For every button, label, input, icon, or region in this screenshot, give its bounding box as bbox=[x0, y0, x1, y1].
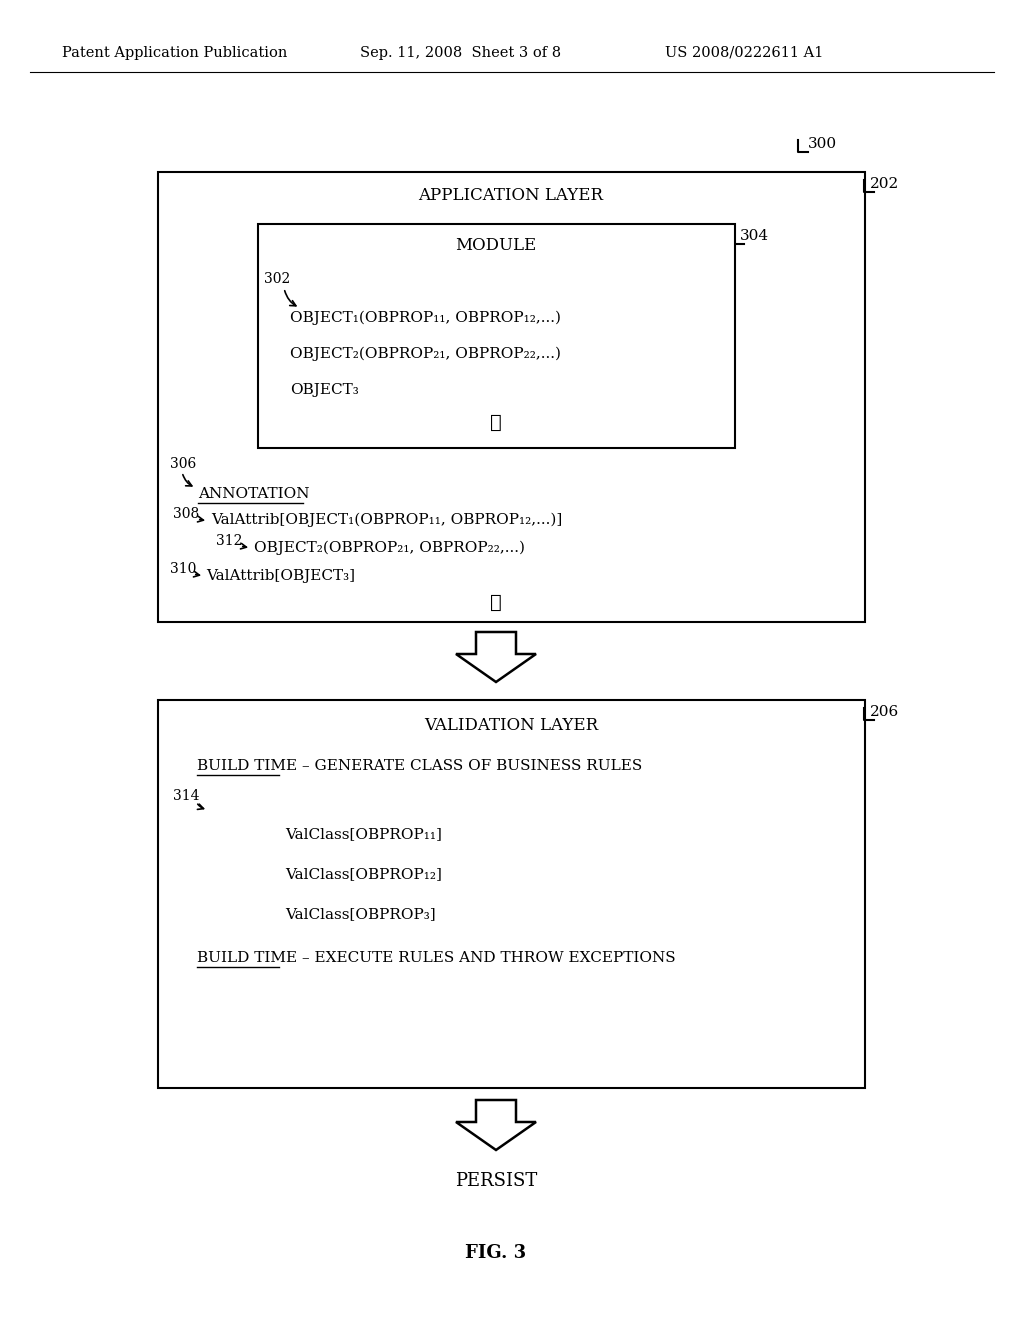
Text: BUILD TIME – EXECUTE RULES AND THROW EXCEPTIONS: BUILD TIME – EXECUTE RULES AND THROW EXC… bbox=[197, 950, 676, 965]
Text: Patent Application Publication: Patent Application Publication bbox=[62, 46, 288, 59]
Text: 206: 206 bbox=[870, 705, 899, 719]
Text: ANNOTATION: ANNOTATION bbox=[198, 487, 309, 502]
Text: FIG. 3: FIG. 3 bbox=[466, 1243, 526, 1262]
Text: ValClass[OBPROP₁₂]: ValClass[OBPROP₁₂] bbox=[285, 867, 442, 880]
Bar bbox=[158, 172, 865, 622]
Text: 312: 312 bbox=[216, 535, 243, 548]
Text: 300: 300 bbox=[808, 137, 838, 150]
Text: 314: 314 bbox=[173, 789, 200, 803]
Text: 310: 310 bbox=[170, 562, 197, 576]
Text: OBJECT₂(OBPROP₂₁, OBPROP₂₂,...): OBJECT₂(OBPROP₂₁, OBPROP₂₂,...) bbox=[290, 347, 561, 360]
Text: OBJECT₃: OBJECT₃ bbox=[290, 383, 358, 397]
Text: BUILD TIME – GENERATE CLASS OF BUSINESS RULES: BUILD TIME – GENERATE CLASS OF BUSINESS … bbox=[197, 759, 642, 774]
Text: 304: 304 bbox=[740, 228, 769, 243]
Text: OBJECT₁(OBPROP₁₁, OBPROP₁₂,...): OBJECT₁(OBPROP₁₁, OBPROP₁₂,...) bbox=[290, 310, 561, 325]
Bar bbox=[158, 700, 865, 1088]
Text: ValAttrib[OBJECT₃]: ValAttrib[OBJECT₃] bbox=[206, 569, 355, 583]
Bar bbox=[258, 224, 735, 447]
Polygon shape bbox=[456, 632, 536, 682]
Text: Sep. 11, 2008  Sheet 3 of 8: Sep. 11, 2008 Sheet 3 of 8 bbox=[360, 46, 561, 59]
Polygon shape bbox=[456, 1100, 536, 1150]
Text: ValAttrib[OBJECT₁(OBPROP₁₁, OBPROP₁₂,...)]: ValAttrib[OBJECT₁(OBPROP₁₁, OBPROP₁₂,...… bbox=[211, 512, 562, 527]
Text: 302: 302 bbox=[264, 272, 290, 286]
Text: 308: 308 bbox=[173, 507, 200, 521]
Text: ValClass[OBPROP₁₁]: ValClass[OBPROP₁₁] bbox=[285, 828, 442, 841]
Text: ⋮: ⋮ bbox=[490, 414, 502, 432]
Text: ValClass[OBPROP₃]: ValClass[OBPROP₃] bbox=[285, 907, 435, 921]
Text: US 2008/0222611 A1: US 2008/0222611 A1 bbox=[665, 46, 823, 59]
Text: PERSIST: PERSIST bbox=[455, 1172, 538, 1191]
Text: 306: 306 bbox=[170, 457, 197, 471]
Text: 202: 202 bbox=[870, 177, 899, 191]
Text: APPLICATION LAYER: APPLICATION LAYER bbox=[419, 187, 603, 205]
Text: OBJECT₂(OBPROP₂₁, OBPROP₂₂,...): OBJECT₂(OBPROP₂₁, OBPROP₂₂,...) bbox=[254, 541, 525, 554]
Text: ⋮: ⋮ bbox=[490, 594, 502, 612]
Text: MODULE: MODULE bbox=[456, 238, 537, 253]
Text: VALIDATION LAYER: VALIDATION LAYER bbox=[424, 717, 598, 734]
